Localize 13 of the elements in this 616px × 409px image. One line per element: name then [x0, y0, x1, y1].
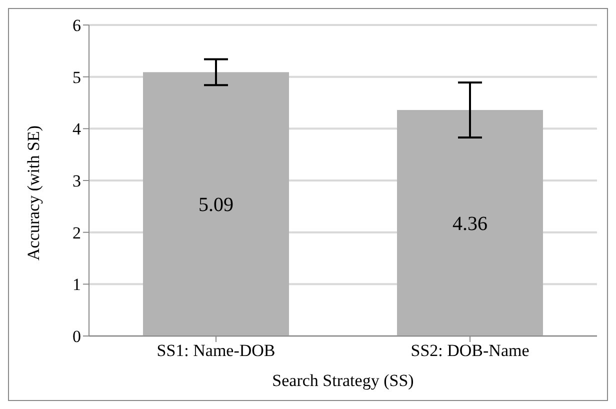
y-tick-label: 2: [72, 223, 81, 242]
x-axis-title: Search Strategy (SS): [272, 371, 414, 390]
y-tick-label: 5: [72, 68, 81, 87]
y-tick-label: 1: [72, 275, 81, 294]
y-axis-title: Accuracy (with SE): [24, 125, 44, 260]
y-tick-label: 0: [72, 327, 81, 346]
data-label: 5.09: [198, 194, 234, 216]
x-tick-label: SS1: Name-DOB: [156, 341, 276, 360]
y-tick-label: 6: [72, 16, 81, 36]
y-tick-label: 3: [72, 172, 81, 191]
x-tick-label: SS2: DOB-Name: [410, 341, 530, 360]
data-label: 4.36: [452, 213, 488, 236]
y-tick-label: 4: [72, 120, 82, 139]
